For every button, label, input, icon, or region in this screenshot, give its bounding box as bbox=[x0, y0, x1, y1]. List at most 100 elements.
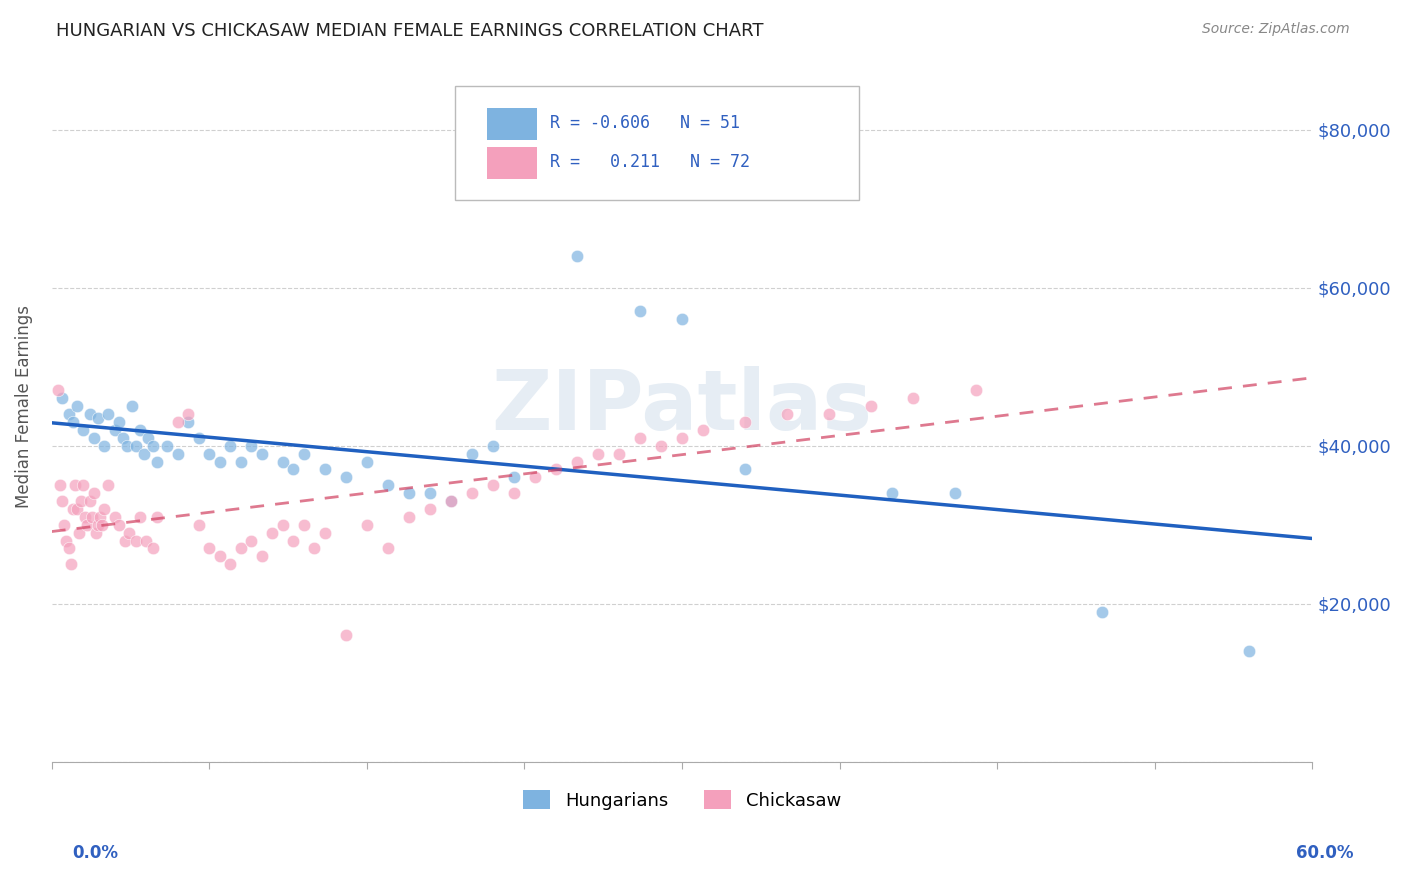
Point bbox=[104, 509, 127, 524]
Point bbox=[503, 486, 526, 500]
Point bbox=[229, 454, 252, 468]
Point bbox=[51, 494, 73, 508]
Point bbox=[97, 407, 120, 421]
Point bbox=[125, 533, 148, 548]
Point bbox=[482, 439, 505, 453]
Point bbox=[586, 447, 609, 461]
Point bbox=[83, 486, 105, 500]
Point bbox=[250, 447, 273, 461]
Point bbox=[129, 423, 152, 437]
Point bbox=[219, 439, 242, 453]
Point bbox=[671, 431, 693, 445]
Point bbox=[565, 454, 588, 468]
Point bbox=[283, 533, 305, 548]
Point bbox=[51, 392, 73, 406]
Text: 0.0%: 0.0% bbox=[73, 844, 118, 862]
Point bbox=[49, 478, 72, 492]
Point bbox=[63, 478, 86, 492]
Point bbox=[67, 525, 90, 540]
Point bbox=[283, 462, 305, 476]
Point bbox=[943, 486, 966, 500]
Bar bbox=[486, 146, 537, 178]
Point bbox=[240, 439, 263, 453]
Point bbox=[240, 533, 263, 548]
Point bbox=[503, 470, 526, 484]
Point bbox=[166, 415, 188, 429]
Point bbox=[117, 439, 139, 453]
Point bbox=[671, 312, 693, 326]
Text: ZIPatlas: ZIPatlas bbox=[492, 366, 873, 447]
Point bbox=[83, 431, 105, 445]
Legend: Hungarians, Chickasaw: Hungarians, Chickasaw bbox=[516, 783, 848, 817]
Point bbox=[97, 478, 120, 492]
Point bbox=[138, 431, 160, 445]
Point bbox=[377, 478, 399, 492]
Point bbox=[177, 415, 200, 429]
Point bbox=[304, 541, 326, 556]
Point bbox=[62, 415, 84, 429]
Point bbox=[461, 486, 484, 500]
Point bbox=[271, 454, 294, 468]
Point bbox=[53, 517, 76, 532]
Point bbox=[440, 494, 463, 508]
Point bbox=[734, 415, 756, 429]
Point bbox=[314, 462, 336, 476]
Point bbox=[229, 541, 252, 556]
Point bbox=[84, 525, 107, 540]
Point bbox=[66, 502, 89, 516]
Point bbox=[187, 431, 209, 445]
Point bbox=[461, 447, 484, 461]
Point bbox=[1091, 605, 1114, 619]
Point bbox=[208, 454, 231, 468]
Point bbox=[482, 478, 505, 492]
Point bbox=[129, 509, 152, 524]
Point bbox=[125, 439, 148, 453]
Point bbox=[156, 439, 179, 453]
FancyBboxPatch shape bbox=[456, 87, 859, 200]
Point bbox=[818, 407, 841, 421]
Point bbox=[121, 399, 143, 413]
Point bbox=[62, 502, 84, 516]
Point bbox=[208, 549, 231, 564]
Point bbox=[89, 509, 111, 524]
Point bbox=[734, 462, 756, 476]
Text: 60.0%: 60.0% bbox=[1296, 844, 1353, 862]
Point bbox=[72, 423, 94, 437]
Point bbox=[142, 439, 165, 453]
Point bbox=[198, 541, 221, 556]
Point bbox=[398, 509, 420, 524]
Point bbox=[55, 533, 77, 548]
Point bbox=[114, 533, 136, 548]
Point bbox=[72, 478, 94, 492]
Point bbox=[776, 407, 799, 421]
Point bbox=[108, 415, 131, 429]
Point bbox=[166, 447, 188, 461]
Point bbox=[58, 541, 80, 556]
Point bbox=[93, 502, 115, 516]
Text: HUNGARIAN VS CHICKASAW MEDIAN FEMALE EARNINGS CORRELATION CHART: HUNGARIAN VS CHICKASAW MEDIAN FEMALE EAR… bbox=[56, 22, 763, 40]
Point bbox=[79, 407, 101, 421]
Point bbox=[271, 517, 294, 532]
Text: R = -0.606   N = 51: R = -0.606 N = 51 bbox=[550, 113, 740, 131]
Point bbox=[860, 399, 883, 413]
Point bbox=[377, 541, 399, 556]
Point bbox=[91, 517, 114, 532]
Point bbox=[93, 439, 115, 453]
Point bbox=[46, 384, 69, 398]
Point bbox=[565, 249, 588, 263]
Y-axis label: Median Female Earnings: Median Female Earnings bbox=[15, 305, 32, 508]
Point bbox=[59, 558, 82, 572]
Point bbox=[66, 399, 89, 413]
Point bbox=[356, 517, 378, 532]
Point bbox=[76, 517, 98, 532]
Point bbox=[70, 494, 93, 508]
Point bbox=[692, 423, 714, 437]
Text: R =   0.211   N = 72: R = 0.211 N = 72 bbox=[550, 153, 749, 170]
Bar bbox=[486, 108, 537, 139]
Point bbox=[146, 454, 169, 468]
Point bbox=[356, 454, 378, 468]
Point bbox=[177, 407, 200, 421]
Text: Source: ZipAtlas.com: Source: ZipAtlas.com bbox=[1202, 22, 1350, 37]
Point bbox=[80, 509, 103, 524]
Point bbox=[118, 525, 141, 540]
